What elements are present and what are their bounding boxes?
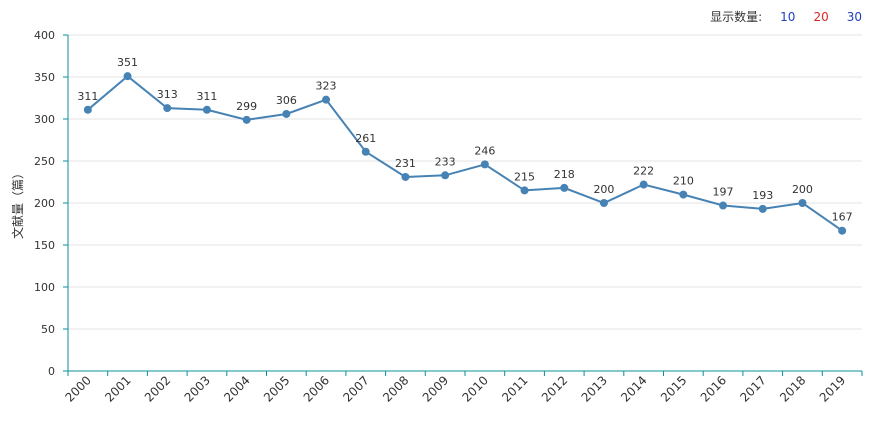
data-label: 193	[752, 189, 773, 202]
data-point[interactable]	[441, 171, 450, 180]
x-tick-label: 2019	[817, 373, 848, 404]
data-point[interactable]	[798, 199, 807, 207]
data-point[interactable]	[322, 95, 331, 104]
data-point[interactable]	[838, 226, 847, 235]
data-point[interactable]	[83, 105, 92, 114]
data-label: 299	[236, 100, 257, 113]
y-axis-ticks: 0 50 100 150 200 250 300 350 400	[34, 29, 68, 378]
x-tick-label: 2011	[499, 373, 530, 404]
x-tick-label: 2014	[618, 373, 649, 404]
data-point[interactable]	[520, 186, 529, 195]
x-tick-label: 2004	[221, 373, 252, 404]
display-count-option-20[interactable]: 20	[813, 9, 829, 24]
x-tick-label: 2018	[777, 373, 808, 404]
y-tick-label: 50	[41, 323, 55, 336]
data-point[interactable]	[202, 105, 211, 114]
data-point[interactable]	[599, 199, 608, 207]
x-tick-label: 2016	[698, 373, 729, 404]
data-point[interactable]	[639, 180, 648, 189]
y-tick-label: 100	[34, 281, 55, 294]
x-tick-label: 2008	[380, 373, 411, 404]
x-tick-label: 2013	[579, 373, 610, 404]
data-label: 351	[117, 56, 138, 69]
data-label: 218	[554, 168, 575, 181]
data-point[interactable]	[401, 172, 410, 181]
data-point[interactable]	[560, 183, 569, 192]
y-tick-label: 250	[34, 155, 55, 168]
display-count-label: 显示数量:	[710, 10, 763, 24]
data-label: 222	[633, 165, 654, 178]
data-label: 311	[77, 90, 98, 103]
data-label: 311	[196, 90, 217, 103]
data-point[interactable]	[123, 72, 132, 81]
data-point[interactable]	[163, 104, 172, 113]
data-label: 233	[435, 155, 456, 168]
x-axis-ticks: 2000 2001 2002 2003 2004 2005 2006 2007 2008 2009…	[62, 371, 863, 405]
x-tick-label: 2001	[102, 373, 133, 404]
x-tick-label: 2003	[182, 373, 213, 404]
data-point[interactable]	[361, 147, 370, 156]
data-label: 323	[316, 80, 337, 93]
grid-lines	[68, 34, 862, 330]
x-tick-label: 2009	[420, 373, 451, 404]
x-tick-label: 2007	[340, 373, 371, 404]
display-count-control: 显示数量: 10 20 30	[710, 8, 862, 25]
display-count-option-30[interactable]: 30	[846, 9, 862, 24]
data-point[interactable]	[480, 160, 489, 169]
y-tick-label: 400	[34, 29, 55, 42]
x-tick-label: 2010	[459, 373, 490, 404]
data-label: 197	[713, 186, 734, 199]
data-point[interactable]	[242, 115, 251, 124]
data-point[interactable]	[679, 190, 688, 199]
x-tick-label: 2015	[658, 373, 689, 404]
y-tick-label: 350	[34, 71, 55, 84]
data-point[interactable]	[282, 109, 291, 118]
y-tick-label: 200	[34, 197, 55, 210]
data-label: 215	[514, 170, 535, 183]
y-tick-label: 150	[34, 239, 55, 252]
y-axis-title: 文献量（篇）	[10, 167, 25, 239]
data-point[interactable]	[758, 204, 767, 213]
display-count-option-10[interactable]: 10	[780, 9, 796, 24]
x-tick-label: 2017	[737, 373, 768, 404]
data-label: 306	[276, 94, 297, 107]
data-label: 210	[673, 175, 694, 188]
x-tick-label: 2000	[62, 373, 93, 404]
x-tick-label: 2006	[301, 373, 332, 404]
y-tick-label: 300	[34, 113, 55, 126]
y-tick-label: 0	[48, 365, 55, 378]
x-tick-label: 2012	[539, 373, 570, 404]
data-label: 313	[157, 88, 178, 101]
data-label: 246	[474, 144, 495, 157]
x-tick-label: 2005	[261, 373, 292, 404]
series-line	[87, 74, 843, 232]
data-point[interactable]	[719, 201, 728, 210]
data-label: 261	[355, 132, 376, 145]
data-labels: 311 351 313 311 299 306 323 261 231 233 246 215 218 2…	[77, 56, 852, 224]
data-label: 167	[832, 211, 853, 224]
data-label: 231	[395, 157, 416, 170]
data-label: 200	[593, 183, 614, 196]
data-points	[83, 72, 847, 235]
data-label: 200	[792, 183, 813, 196]
x-tick-label: 2002	[142, 373, 173, 404]
